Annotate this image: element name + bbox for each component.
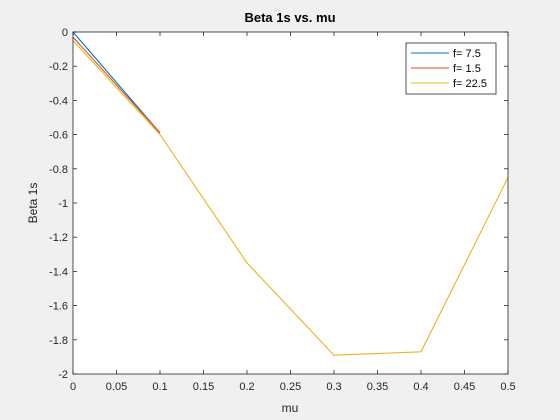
legend-label: f= 22.5 xyxy=(453,78,487,90)
x-tick-label: 0.5 xyxy=(500,381,515,393)
x-tick-label: 0 xyxy=(70,381,76,393)
y-tick-label: -2 xyxy=(58,369,68,381)
series-line-3 xyxy=(72,40,509,356)
x-tick-label: 0.05 xyxy=(106,381,127,393)
x-axis: 0 0.05 0.1 0.15 0.2 0.25 0.3 0.35 0.4 0.45 0.5 xyxy=(70,32,516,393)
x-tick-label: 0.35 xyxy=(367,381,388,393)
legend-label: f= 7.5 xyxy=(453,48,481,60)
legend: f= 7.5 f= 1.5 f= 22.5 xyxy=(405,42,497,95)
x-tick-label: 0.2 xyxy=(239,381,254,393)
series-line-2 xyxy=(72,36,161,134)
x-tick-label: 0.1 xyxy=(152,381,167,393)
y-tick-label: -1.2 xyxy=(49,232,68,244)
y-tick-label: -1 xyxy=(58,198,68,210)
x-tick-label: 0.15 xyxy=(193,381,214,393)
x-tick-label: 0.3 xyxy=(326,381,341,393)
x-tick-label: 0.45 xyxy=(454,381,475,393)
y-tick-label: -0.4 xyxy=(49,95,68,107)
y-tick-label: -0.2 xyxy=(49,61,68,73)
chart-title: Beta 1s vs. mu xyxy=(244,10,335,25)
series-line-1 xyxy=(72,31,161,134)
series-layer xyxy=(72,31,509,356)
y-tick-label: -1.4 xyxy=(49,266,68,278)
y-axis: 0 -0.2 -0.4 -0.6 -0.8 -1 -1.2 -1.4 -1.6 -1.8 -2 xyxy=(49,27,508,381)
y-tick-label: 0 xyxy=(62,27,68,39)
legend-label: f= 1.5 xyxy=(453,63,481,75)
x-axis-label: mu xyxy=(282,401,299,415)
y-tick-label: -0.8 xyxy=(49,164,68,176)
y-axis-label: Beta 1s xyxy=(26,183,40,224)
y-tick-label: -0.6 xyxy=(49,130,68,142)
y-tick-label: -1.8 xyxy=(49,335,68,347)
y-tick-label: -1.6 xyxy=(49,301,68,313)
x-tick-label: 0.4 xyxy=(413,381,428,393)
x-tick-label: 0.25 xyxy=(280,381,301,393)
